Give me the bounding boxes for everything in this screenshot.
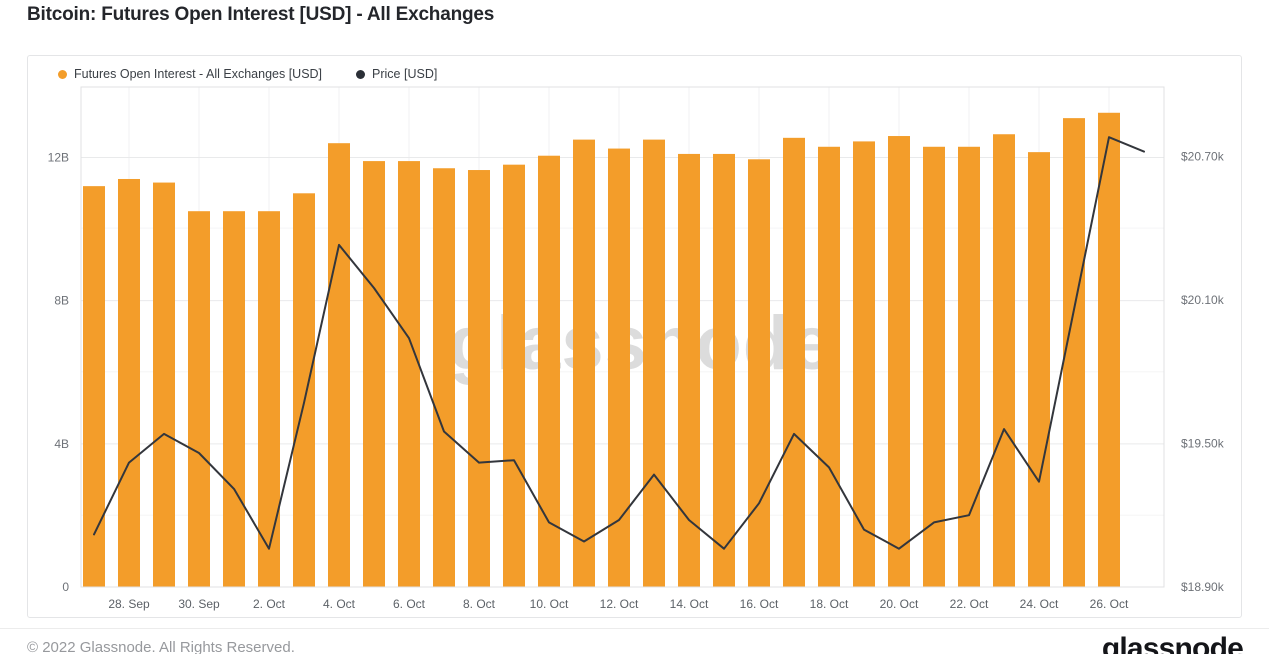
right-axis-tick-label: $18.90k bbox=[1181, 580, 1225, 594]
open-interest-bar[interactable] bbox=[783, 137, 805, 588]
x-axis-tick-label: 6. Oct bbox=[393, 597, 426, 611]
x-axis-tick-label: 14. Oct bbox=[670, 597, 709, 611]
x-axis-tick-label: 16. Oct bbox=[740, 597, 779, 611]
open-interest-bar[interactable] bbox=[993, 134, 1015, 588]
open-interest-bar[interactable] bbox=[643, 139, 665, 588]
open-interest-bar[interactable] bbox=[1028, 152, 1050, 587]
left-axis-tick-label: 4B bbox=[54, 437, 69, 451]
open-interest-bar[interactable] bbox=[678, 153, 700, 587]
open-interest-bar[interactable] bbox=[713, 153, 735, 587]
open-interest-bar[interactable] bbox=[258, 211, 280, 587]
open-interest-bar[interactable] bbox=[398, 161, 420, 587]
open-interest-bar[interactable] bbox=[328, 143, 350, 587]
x-axis-labels: 28. Sep 30. Sep 2. Oct 4. Oct 6. Oct 8. Oct 10… bbox=[108, 597, 1129, 611]
open-interest-bar[interactable] bbox=[118, 178, 140, 587]
open-interest-bar[interactable] bbox=[223, 211, 245, 587]
open-interest-bar[interactable] bbox=[468, 170, 490, 587]
x-axis-tick-label: 20. Oct bbox=[880, 597, 919, 611]
open-interest-bar[interactable] bbox=[888, 136, 910, 588]
open-interest-bar[interactable] bbox=[818, 146, 840, 587]
page-title: Bitcoin: Futures Open Interest [USD] - A… bbox=[27, 4, 495, 25]
x-axis-tick-label: 18. Oct bbox=[810, 597, 849, 611]
legend-label-price: Price [USD] bbox=[372, 67, 438, 81]
futures-open-interest-chart[interactable]: glassnode04B8B12B$18.90k$19.50k$20.10k$2… bbox=[28, 56, 1243, 619]
copyright-text: © 2022 Glassnode. All Rights Reserved. bbox=[27, 639, 295, 654]
right-axis-tick-label: $20.70k bbox=[1181, 149, 1225, 163]
open-interest-bar[interactable] bbox=[83, 186, 105, 587]
legend-item-price[interactable]: Price [USD] bbox=[356, 67, 437, 81]
price-line bbox=[93, 136, 1145, 550]
legend-label-open-interest: Futures Open Interest - All Exchanges [U… bbox=[74, 67, 323, 81]
open-interest-bar[interactable] bbox=[923, 146, 945, 587]
legend-dot-open-interest-icon bbox=[58, 69, 67, 79]
chart-legend: Futures Open Interest - All Exchanges [U… bbox=[58, 67, 437, 81]
x-axis-tick-label: 10. Oct bbox=[530, 597, 569, 611]
right-axis-tick-label: $20.10k bbox=[1181, 293, 1225, 307]
right-axis-tick-label: $19.50k bbox=[1181, 436, 1225, 450]
x-axis-tick-label: 26. Oct bbox=[1090, 597, 1129, 611]
open-interest-bar[interactable] bbox=[363, 161, 385, 587]
open-interest-bar[interactable] bbox=[153, 182, 175, 587]
open-interest-bar[interactable] bbox=[433, 168, 455, 587]
open-interest-bar[interactable] bbox=[188, 211, 210, 587]
open-interest-bar[interactable] bbox=[503, 164, 525, 587]
legend-item-open-interest[interactable]: Futures Open Interest - All Exchanges [U… bbox=[58, 67, 322, 81]
open-interest-bar[interactable] bbox=[608, 148, 630, 587]
glassnode-logo: glassnode bbox=[1101, 632, 1244, 654]
x-axis-tick-label: 28. Sep bbox=[108, 597, 150, 611]
open-interest-bar[interactable] bbox=[748, 159, 770, 587]
right-axis-labels: $18.90k $19.50k $20.10k $20.70k bbox=[1181, 149, 1225, 594]
left-axis-tick-label: 12B bbox=[48, 151, 69, 165]
x-axis-tick-label: 12. Oct bbox=[600, 597, 639, 611]
left-axis-tick-label: 8B bbox=[54, 294, 69, 308]
open-interest-bar[interactable] bbox=[538, 155, 560, 587]
x-axis-tick-label: 22. Oct bbox=[950, 597, 989, 611]
footer-divider bbox=[0, 628, 1269, 629]
open-interest-bar[interactable] bbox=[958, 146, 980, 587]
x-axis-tick-label: 4. Oct bbox=[323, 597, 356, 611]
plot-border bbox=[80, 86, 1165, 588]
x-axis-tick-label: 30. Sep bbox=[178, 597, 220, 611]
left-axis-tick-label: 0 bbox=[62, 580, 69, 594]
open-interest-bar[interactable] bbox=[293, 193, 315, 588]
open-interest-bar[interactable] bbox=[853, 141, 875, 588]
open-interest-bar[interactable] bbox=[1098, 112, 1120, 588]
left-axis-labels: 0 4B 8B 12B bbox=[48, 151, 70, 594]
x-axis-tick-label: 8. Oct bbox=[463, 597, 496, 611]
open-interest-bar[interactable] bbox=[1063, 118, 1085, 587]
x-axis-tick-label: 2. Oct bbox=[253, 597, 286, 611]
open-interest-bars bbox=[83, 112, 1120, 588]
x-axis-tick-label: 24. Oct bbox=[1020, 597, 1059, 611]
legend-dot-price-icon bbox=[356, 69, 366, 79]
open-interest-bar[interactable] bbox=[573, 139, 595, 588]
chart-card: Futures Open Interest - All Exchanges [U… bbox=[27, 55, 1242, 618]
